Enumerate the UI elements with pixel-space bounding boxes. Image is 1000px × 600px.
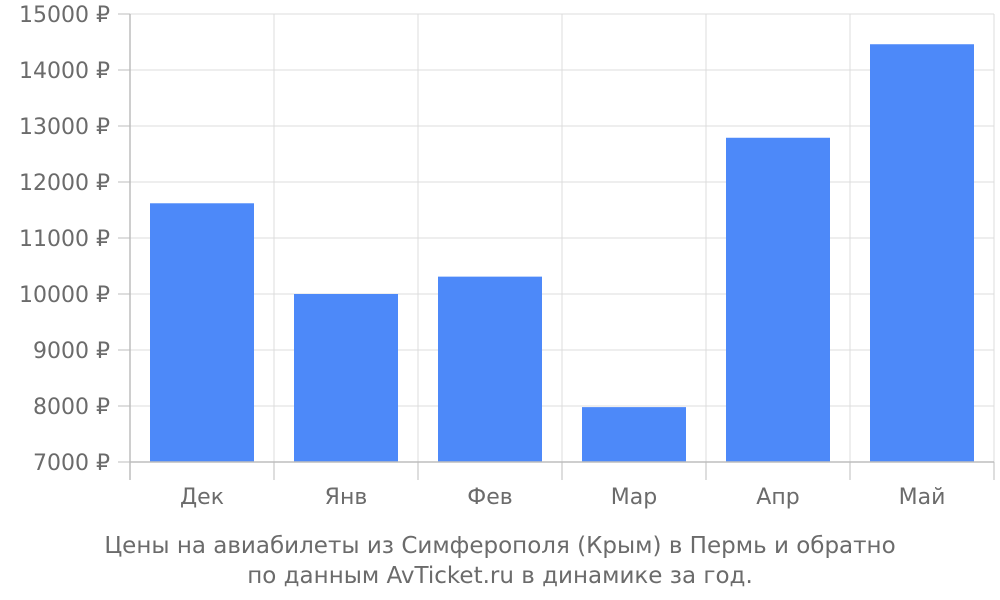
bar [150, 203, 254, 462]
x-tick-label: Дек [180, 485, 224, 510]
price-bar-chart: 7000 ₽ 8000 ₽ 9000 ₽ 10000 ₽ 11000 ₽ 12000 ₽ 1… [19, 3, 995, 510]
y-tick-label: 14000 ₽ [19, 59, 110, 84]
y-tick-label: 13000 ₽ [19, 115, 110, 140]
bar [870, 44, 974, 463]
bar [582, 407, 686, 462]
y-tick-label: 8000 ₽ [33, 395, 110, 420]
y-tick-label: 7000 ₽ [33, 451, 110, 476]
bar [726, 137, 830, 462]
x-tick-label: Фев [467, 485, 512, 510]
x-tick-label: Янв [325, 485, 368, 510]
y-tick-label: 10000 ₽ [19, 283, 110, 308]
x-tick-label: Апр [756, 485, 799, 510]
bar [438, 276, 542, 462]
grid-lines [129, 13, 995, 463]
axes [118, 13, 995, 480]
x-tick-label: Мар [611, 485, 657, 510]
chart-caption-line-1: Цены на авиабилеты из Симферополя (Крым)… [104, 533, 896, 559]
y-tick-label: 11000 ₽ [19, 227, 110, 252]
y-tick-label: 9000 ₽ [33, 339, 110, 364]
y-tick-label: 12000 ₽ [19, 171, 110, 196]
bar [294, 294, 398, 462]
chart-caption-line-2: по данным AvTicket.ru в динамике за год. [247, 563, 753, 589]
x-tick-label: Май [899, 485, 946, 510]
y-axis-tick-labels: 7000 ₽ 8000 ₽ 9000 ₽ 10000 ₽ 11000 ₽ 12000 ₽ 1… [19, 3, 110, 476]
x-axis-tick-labels: Дек Янв Фев Мар Апр Май [180, 485, 945, 510]
bars [150, 44, 974, 463]
y-tick-label: 15000 ₽ [19, 3, 110, 28]
